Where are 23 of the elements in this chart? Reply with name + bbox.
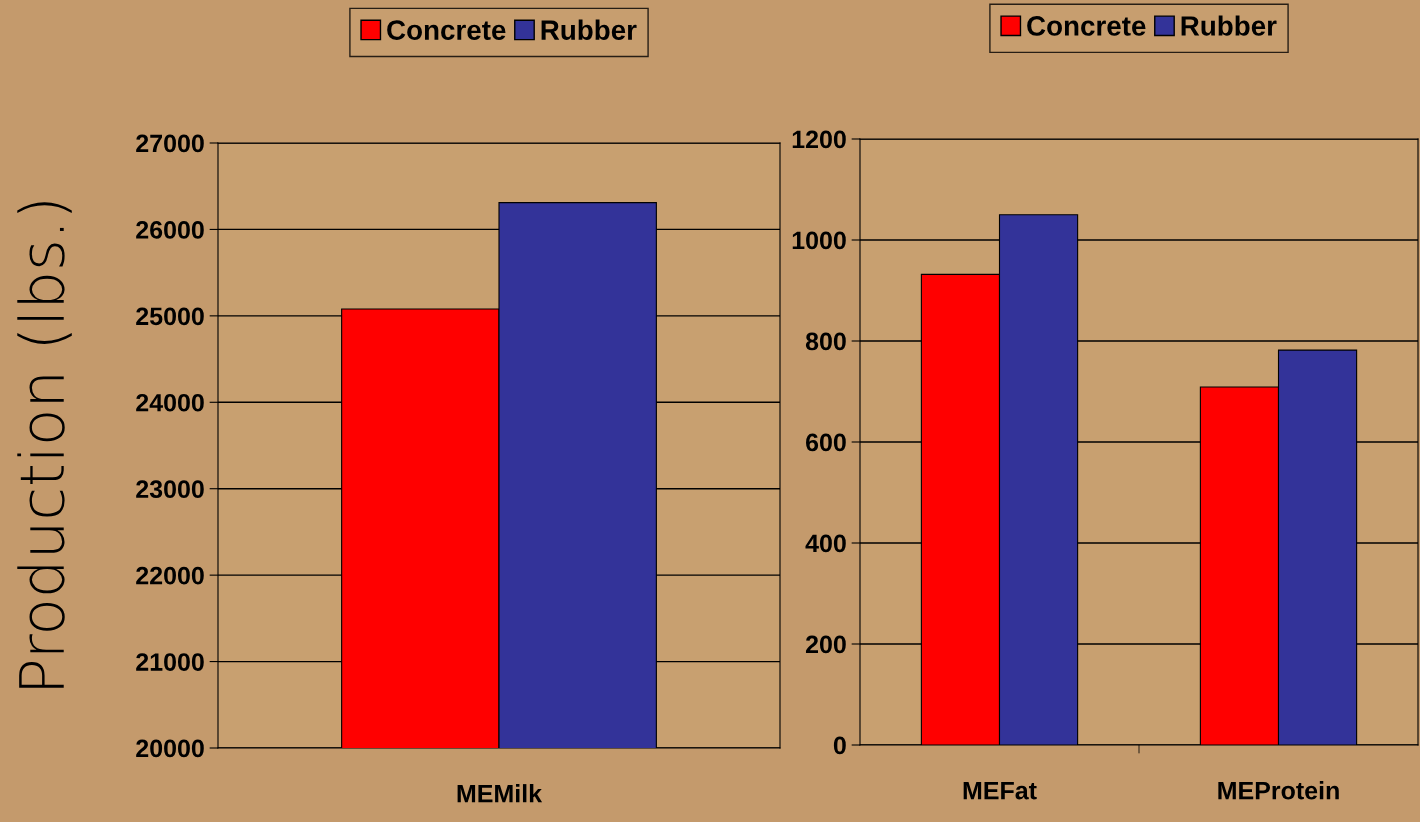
legend-label: Rubber — [1181, 15, 1277, 36]
y-tick-label: 22000 — [136, 566, 204, 585]
y-tick-label: 1200 — [792, 130, 846, 149]
y-tick-label: 20000 — [136, 739, 204, 758]
y-tick-label: 400 — [805, 534, 846, 553]
y-tick-label: 800 — [805, 332, 846, 351]
x-tick-label: MEProtein — [1218, 781, 1339, 800]
legend-label: Rubber — [541, 19, 637, 40]
legend-label: Concrete — [1027, 16, 1146, 36]
y-tick-label: 600 — [806, 433, 846, 452]
y-tick-label: 0 — [833, 736, 846, 755]
y-tick-label: 24000 — [136, 393, 204, 412]
y-tick-label: 21000 — [136, 653, 204, 671]
y-tick-label: 23000 — [136, 480, 204, 499]
y-tick-label: 26000 — [136, 221, 204, 239]
y-tick-label: 200 — [805, 635, 846, 654]
x-tick-label: MEFat — [963, 782, 1037, 800]
y-axis-title: Production (lbs.) — [17, 202, 72, 688]
y-tick-label: 1000 — [792, 231, 846, 250]
y-tick-label: 27000 — [136, 134, 204, 153]
legend-label: Concrete — [387, 20, 506, 40]
y-tick-label: 25000 — [136, 307, 204, 326]
x-tick-label: MEMilk — [457, 784, 543, 803]
